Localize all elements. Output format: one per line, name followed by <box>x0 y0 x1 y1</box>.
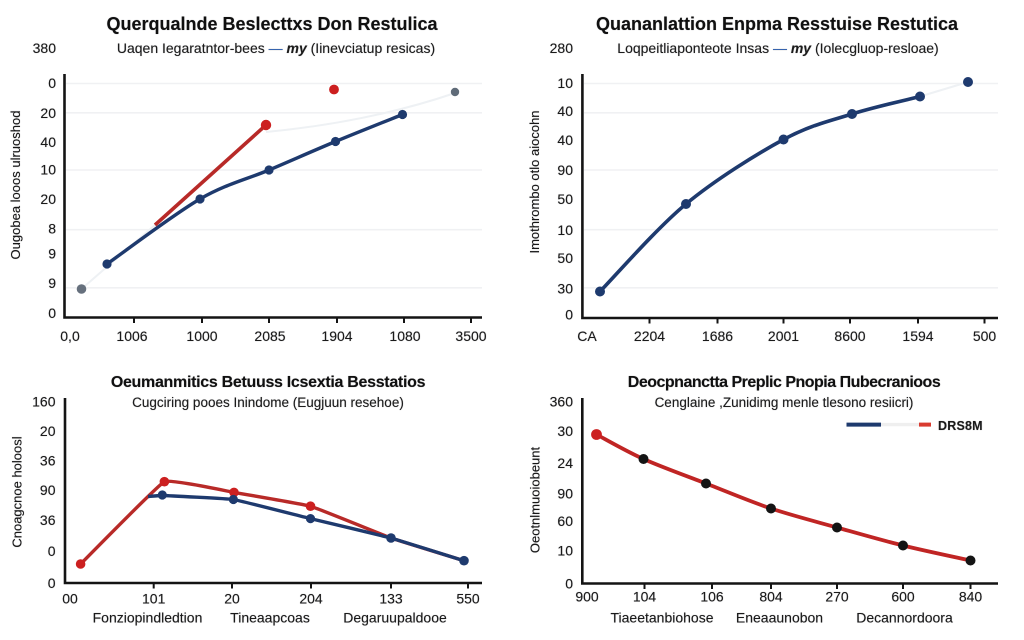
svg-text:30: 30 <box>557 281 573 297</box>
svg-text:900: 900 <box>575 589 599 605</box>
svg-text:Uaqen Iegaratntor-bees — my (I: Uaqen Iegaratntor-bees — my (Iinevciatup… <box>117 40 435 56</box>
svg-text:Ougobea looos ulruoshod: Ougobea looos ulruoshod <box>8 111 23 260</box>
svg-text:40: 40 <box>40 134 56 150</box>
svg-text:DRS8M: DRS8M <box>938 419 983 433</box>
svg-text:9: 9 <box>48 246 56 262</box>
svg-text:Imothrombo otlo aiocohn: Imothrombo otlo aiocohn <box>527 110 542 253</box>
svg-text:204: 204 <box>299 591 323 607</box>
svg-text:133: 133 <box>379 591 403 607</box>
svg-text:24: 24 <box>557 455 573 471</box>
svg-text:20: 20 <box>40 105 56 121</box>
svg-text:Fonziopindledtion: Fonziopindledtion <box>93 610 203 626</box>
svg-text:840: 840 <box>959 589 983 605</box>
svg-text:280: 280 <box>550 40 574 56</box>
svg-text:20: 20 <box>40 423 56 439</box>
svg-text:30: 30 <box>557 423 573 439</box>
svg-text:0: 0 <box>565 575 573 591</box>
svg-text:270: 270 <box>825 589 849 605</box>
svg-text:8: 8 <box>48 221 56 237</box>
svg-text:1006: 1006 <box>116 328 147 344</box>
svg-text:Oeotnlmuoiobeunt: Oeotnlmuoiobeunt <box>528 446 543 553</box>
svg-text:1904: 1904 <box>321 328 352 344</box>
svg-text:550: 550 <box>456 591 480 607</box>
svg-text:60: 60 <box>557 513 573 529</box>
svg-text:50: 50 <box>557 191 573 207</box>
svg-text:2204: 2204 <box>634 328 665 344</box>
svg-text:Tiaeetanbiohose: Tiaeetanbiohose <box>610 610 713 626</box>
svg-text:10: 10 <box>557 75 573 91</box>
svg-text:Deocpnanctta Preplic Pnopia Пu: Deocpnanctta Preplic Pnopia Пubecranioos <box>628 374 941 391</box>
svg-text:0: 0 <box>48 305 56 321</box>
svg-text:10: 10 <box>557 543 573 559</box>
svg-text:Oeumanmitics Betuuss Icsextia: Oeumanmitics Betuuss Icsextia Besstatios <box>111 374 426 391</box>
svg-text:1594: 1594 <box>902 328 933 344</box>
svg-text:500: 500 <box>973 328 997 344</box>
svg-text:0: 0 <box>48 543 56 559</box>
svg-text:0: 0 <box>48 575 56 591</box>
svg-text:8600: 8600 <box>834 328 865 344</box>
svg-text:Tineaapcoas: Tineaapcoas <box>230 610 310 626</box>
svg-text:10: 10 <box>40 162 56 178</box>
svg-text:50: 50 <box>557 250 573 266</box>
svg-text:20: 20 <box>40 191 56 207</box>
svg-text:Cnoagcnoe holoosl: Cnoagcnoe holoosl <box>10 436 25 547</box>
svg-text:804: 804 <box>759 589 783 605</box>
svg-text:3500: 3500 <box>455 328 486 344</box>
svg-text:CA: CA <box>577 328 597 344</box>
svg-text:Degaruupaldooe: Degaruupaldooe <box>343 610 447 626</box>
svg-text:0,0: 0,0 <box>60 328 80 344</box>
svg-text:Loqpeitliaponteote Insas — my: Loqpeitliaponteote Insas — my (Iolecgluo… <box>617 40 938 56</box>
svg-text:0: 0 <box>565 306 573 322</box>
svg-text:Eneaaunobon: Eneaaunobon <box>736 610 823 626</box>
svg-text:00: 00 <box>62 591 78 607</box>
svg-text:9: 9 <box>48 275 56 291</box>
svg-text:104: 104 <box>633 589 657 605</box>
svg-text:160: 160 <box>32 394 56 410</box>
svg-text:380: 380 <box>33 40 57 56</box>
svg-text:90: 90 <box>40 482 56 498</box>
svg-text:360: 360 <box>550 394 574 410</box>
svg-text:Cugciring pooes Inindome (Eugj: Cugciring pooes Inindome (Eugjuun reseho… <box>132 395 404 410</box>
svg-text:1000: 1000 <box>186 328 217 344</box>
svg-text:1080: 1080 <box>389 328 420 344</box>
svg-text:Querqualnde Beslecttxs Don Res: Querqualnde Beslecttxs Don Restulica <box>106 14 438 34</box>
svg-text:2085: 2085 <box>254 328 285 344</box>
svg-text:Decannordoora: Decannordoora <box>856 610 953 626</box>
svg-text:0: 0 <box>48 75 56 91</box>
svg-text:40: 40 <box>557 132 573 148</box>
svg-text:40: 40 <box>557 103 573 119</box>
svg-text:Quananlattion Enpma Resstuise: Quananlattion Enpma Resstuise Restutica <box>596 14 959 34</box>
svg-text:106: 106 <box>700 589 724 605</box>
svg-text:36: 36 <box>40 512 56 528</box>
svg-text:600: 600 <box>891 589 915 605</box>
svg-text:20: 20 <box>224 591 240 607</box>
svg-text:90: 90 <box>557 485 573 501</box>
svg-text:Cenglaine ,Zunidimg menle tles: Cenglaine ,Zunidimg menle tlesono resiic… <box>655 395 914 410</box>
svg-text:10: 10 <box>557 222 573 238</box>
svg-text:36: 36 <box>40 453 56 469</box>
svg-text:2001: 2001 <box>768 328 799 344</box>
svg-text:101: 101 <box>142 591 166 607</box>
svg-text:90: 90 <box>557 162 573 178</box>
svg-text:1686: 1686 <box>702 328 733 344</box>
